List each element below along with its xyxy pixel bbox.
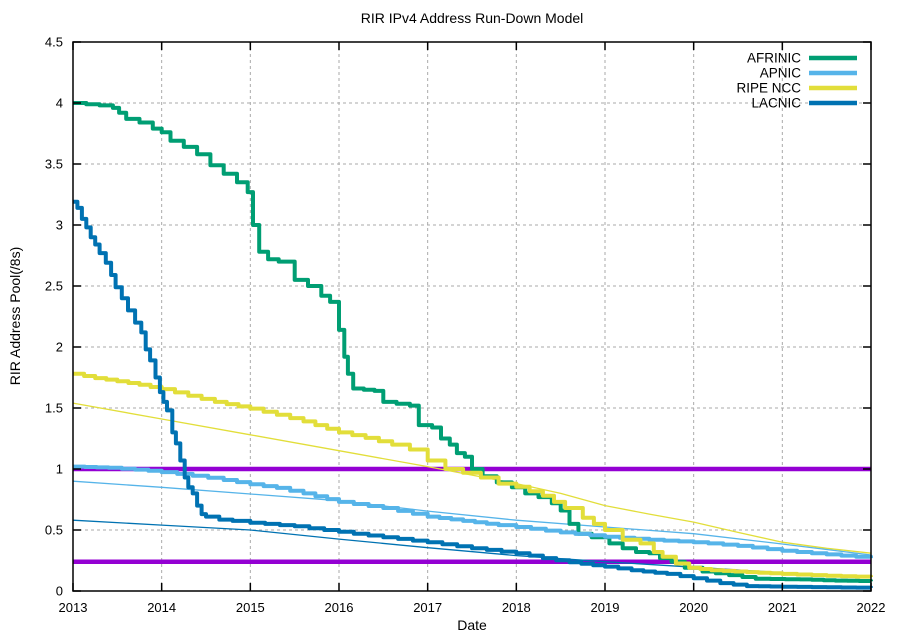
x-tick-label-2013: 2013 xyxy=(59,600,88,615)
series-line-ripe-ncc-projection xyxy=(72,402,872,554)
legend-label-lacnic: LACNIC xyxy=(751,96,801,111)
y-tick-label-0: 0 xyxy=(56,584,63,599)
series-line-apnic-projection xyxy=(72,480,872,556)
legend-label-ripe-ncc: RIPE NCC xyxy=(736,81,801,96)
y-tick-label-1.5: 1.5 xyxy=(45,401,63,416)
legend-label-afrinic: AFRINIC xyxy=(747,51,801,66)
x-tick-label-2016: 2016 xyxy=(325,600,354,615)
y-tick-label-3.5: 3.5 xyxy=(45,157,63,172)
chart-title: RIR IPv4 Address Run-Down Model xyxy=(360,10,584,26)
legend-label-apnic: APNIC xyxy=(760,66,802,81)
x-tick-label-2017: 2017 xyxy=(413,600,442,615)
plot-border xyxy=(72,41,872,592)
y-tick-label-4: 4 xyxy=(56,96,63,111)
x-tick-label-2022: 2022 xyxy=(857,600,886,615)
x-tick-label-2018: 2018 xyxy=(502,600,531,615)
y-tick-label-1: 1 xyxy=(56,462,63,477)
y-tick-label-3: 3 xyxy=(56,218,63,233)
x-tick-label-2019: 2019 xyxy=(591,600,620,615)
y-tick-label-2.5: 2.5 xyxy=(45,279,63,294)
series-line-afrinic xyxy=(73,101,873,583)
series-line-apnic xyxy=(73,464,873,559)
series-line-ripe-ncc xyxy=(73,371,873,579)
y-tick-label-0.5: 0.5 xyxy=(45,523,63,538)
x-tick-label-2015: 2015 xyxy=(236,600,265,615)
series-line-lacnic xyxy=(73,199,873,590)
x-tick-label-2014: 2014 xyxy=(147,600,176,615)
x-tick-label-2020: 2020 xyxy=(679,600,708,615)
x-tick-label-2021: 2021 xyxy=(768,600,797,615)
y-tick-label-4.5: 4.5 xyxy=(45,35,63,50)
x-axis-label: Date xyxy=(457,617,487,633)
y-tick-label-2: 2 xyxy=(56,340,63,355)
